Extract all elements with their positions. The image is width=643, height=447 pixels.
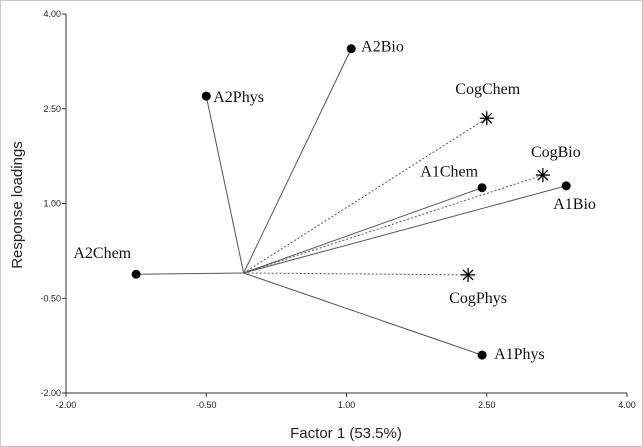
x-tick-label: -2.00 [56, 400, 77, 410]
loading-vectors [136, 48, 567, 356]
y-tick-label: 4.00 [43, 9, 61, 19]
vector-a1bio [243, 185, 567, 274]
label-a1chem: A1Chem [420, 164, 478, 181]
marker-dot-a1phys [477, 350, 487, 360]
vector-a1phys [243, 272, 483, 356]
label-a2bio: A2Bio [361, 39, 404, 56]
label-a2chem: A2Chem [73, 245, 131, 262]
star-stroke [537, 169, 549, 181]
marker-star-cogphys [461, 267, 476, 282]
vector-a2chem [136, 272, 244, 275]
label-cogchem: CogChem [455, 81, 520, 98]
label-cogphys: CogPhys [449, 290, 507, 307]
star-stroke [462, 269, 474, 281]
label-a1bio: A1Bio [553, 196, 596, 213]
vector-cogbio [243, 174, 544, 274]
marker-dot-a2phys [201, 91, 211, 101]
y-tick-label: 1.00 [43, 199, 61, 209]
vector-a2bio [243, 48, 352, 274]
x-tick-label: -0.50 [196, 400, 217, 410]
label-a2phys: A2Phys [213, 89, 264, 106]
x-tick-label: 4.00 [618, 400, 636, 410]
x-tick-label: 1.00 [338, 400, 356, 410]
marker-dot-a2chem [131, 269, 141, 279]
point-labels: A2Bio A2Phys A1Chem A1Bio A2Chem A1Phys CogChe… [73, 39, 596, 363]
vector-cogchem [243, 117, 488, 274]
axes: -2.00 -0.50 1.00 2.50 4.00 -2.00 -0.50 1.00 2.50… [40, 9, 635, 410]
y-tick-label: -2.00 [40, 388, 61, 398]
vector-cogphys [243, 272, 469, 276]
marker-dot-a1bio [561, 181, 571, 191]
vector-a1chem [243, 187, 483, 274]
marker-dot-a2bio [346, 44, 356, 54]
star-stroke [481, 112, 493, 124]
marker-dot-a1chem [477, 183, 487, 193]
point-markers [131, 44, 571, 360]
y-tick-label: -0.50 [40, 293, 61, 303]
label-cogbio: CogBio [531, 144, 581, 161]
vector-a2phys [205, 96, 245, 274]
marker-star-cogbio [535, 168, 550, 183]
y-tick-label: 2.50 [43, 104, 61, 114]
label-a1phys: A1Phys [494, 346, 545, 363]
y-axis-title: Response loadings [9, 141, 26, 269]
x-tick-label: 2.50 [478, 400, 496, 410]
x-axis-title: Factor 1 (53.5%) [290, 425, 402, 442]
marker-star-cogchem [479, 111, 494, 126]
